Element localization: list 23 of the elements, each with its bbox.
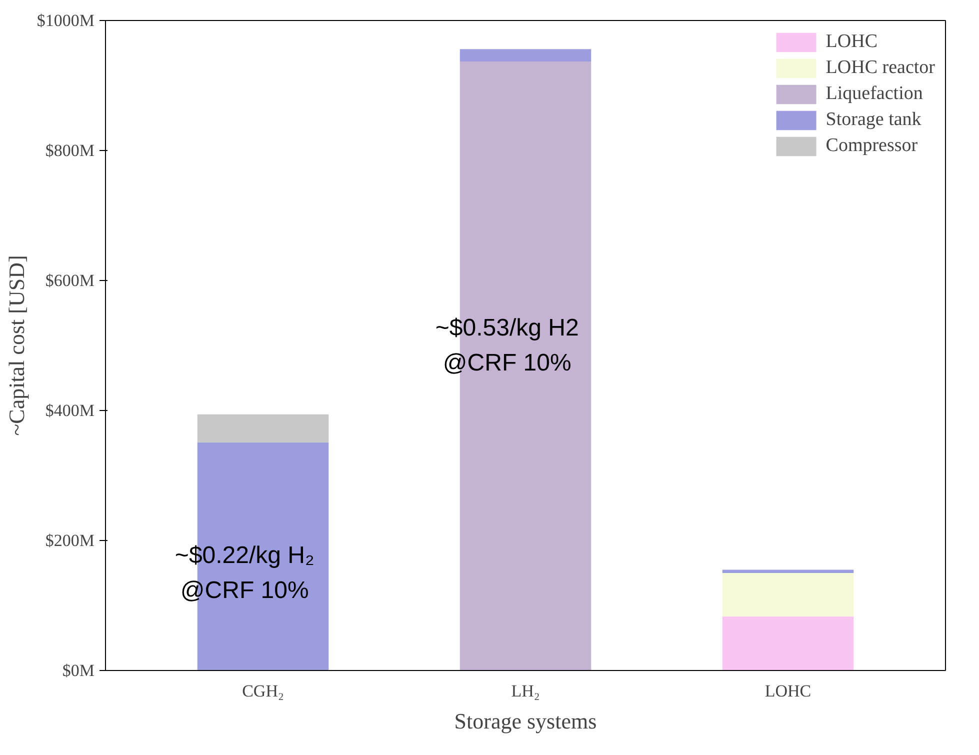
y-tick-label: $200M: [45, 531, 95, 550]
annotation: ~$0.22/kg H₂ @CRF 10%: [174, 542, 314, 604]
y-tick-label: $400M: [45, 401, 95, 420]
y-tick-label: $800M: [45, 141, 95, 160]
annotation: ~$0.53/kg H2 @CRF 10%: [435, 314, 579, 377]
y-tick-label: $0M: [62, 661, 95, 680]
bar: [722, 573, 854, 617]
y-axis-title: ~Capital cost [USD]: [4, 255, 29, 436]
bar: [197, 414, 329, 442]
legend-label: Storage tank: [826, 109, 922, 131]
legend-label: LOHC: [826, 31, 878, 53]
legend-label: LOHC reactor: [826, 57, 935, 79]
x-tick-label: CGH₂: [242, 682, 284, 700]
x-tick-label: LH₂: [511, 682, 540, 700]
y-tick-label: $1000M: [36, 11, 95, 30]
bar: [460, 49, 592, 62]
legend-label: Liquefaction: [826, 83, 923, 105]
bar: [722, 570, 854, 573]
x-axis-title: Storage systems: [454, 708, 597, 734]
y-tick-label: $600M: [45, 271, 95, 290]
legend-label: Compressor: [826, 135, 918, 157]
bar: [722, 616, 854, 670]
x-tick-label: LOHC: [764, 682, 812, 700]
